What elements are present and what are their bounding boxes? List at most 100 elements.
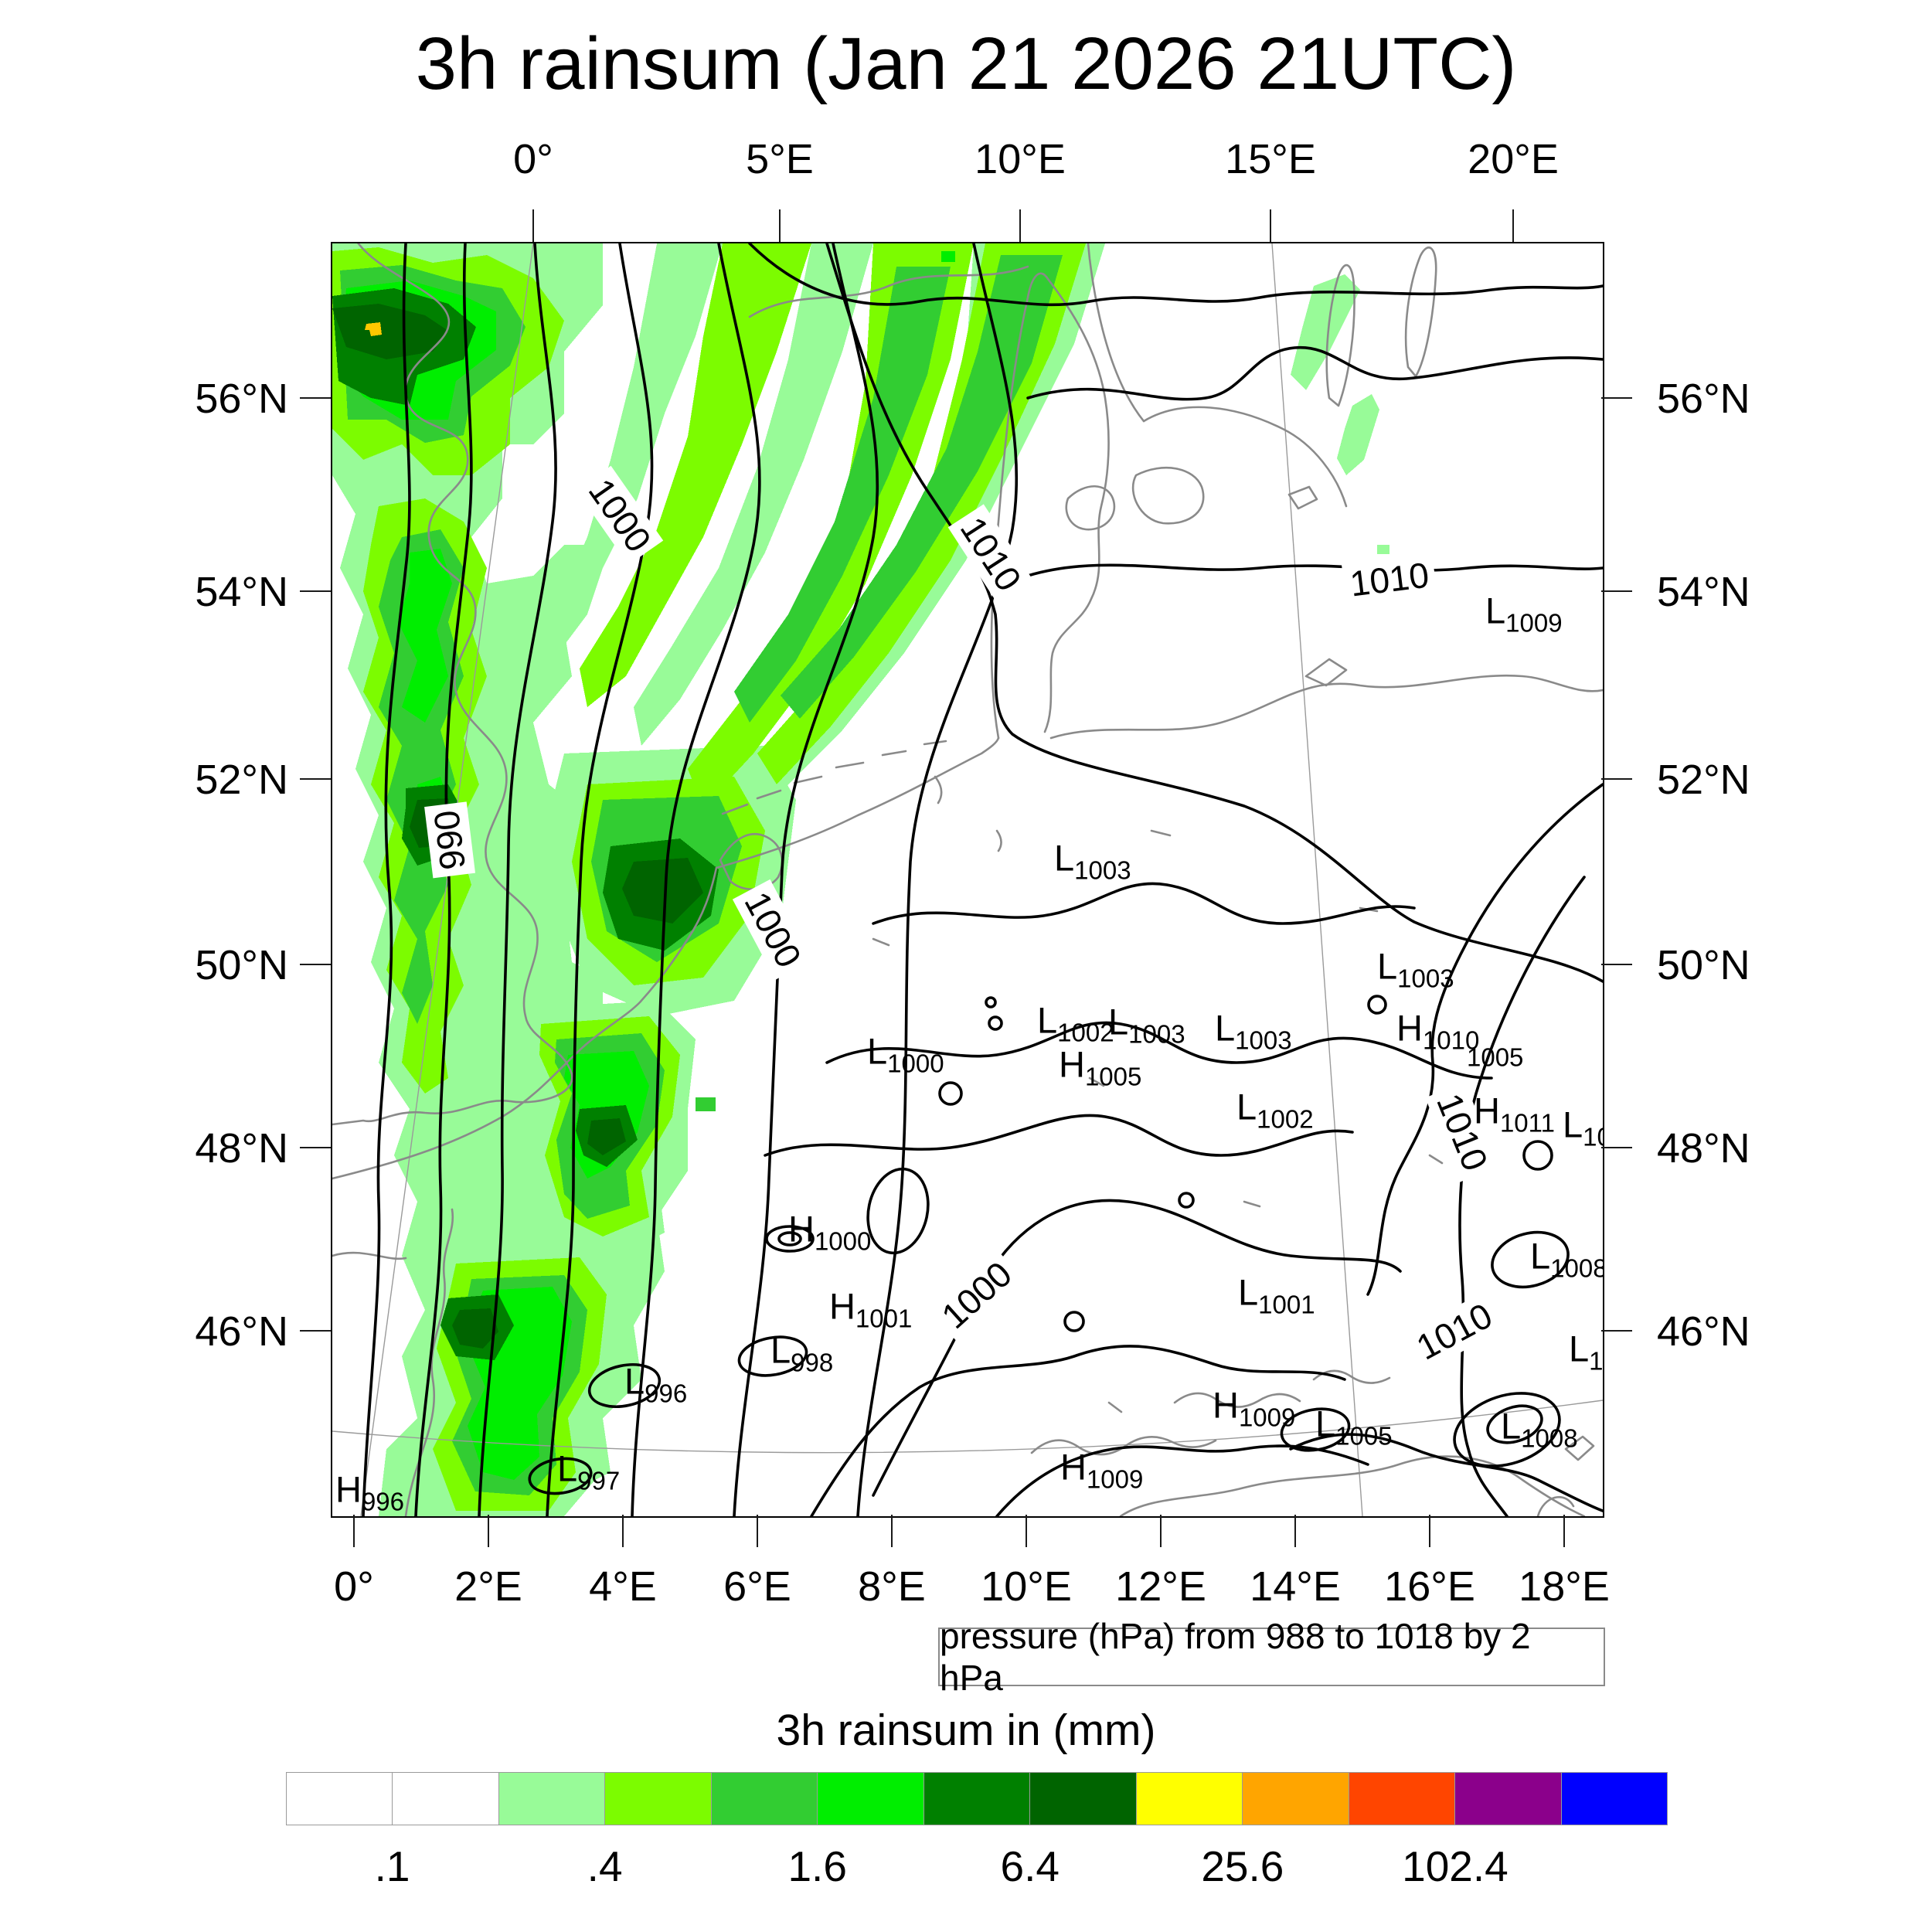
pressure-center-marker: H996 [335,1468,404,1515]
top-axis-label: 10°E [975,136,1066,182]
bottom-axis-label: 16°E [1384,1563,1475,1610]
colorbar [286,1772,1668,1825]
pressure-center-value: 1002 [1257,1104,1314,1134]
pressure-center-value: 1003 [1235,1026,1292,1055]
pressure-center-marker: H1000 [788,1208,871,1254]
pressure-center-letter: L [1501,1405,1522,1447]
pressure-center-marker: H1005 [1059,1043,1141,1090]
colorbar-cell [1349,1773,1456,1825]
pressure-center-value: 1009 [1086,1464,1144,1494]
left-axis-label: 48°N [195,1125,288,1172]
pressure-center-value: 1003 [1397,964,1454,993]
colorbar-cell [498,1773,606,1825]
bottom-axis-tick [1563,1515,1565,1547]
pressure-center-marker: L1003 [1377,948,1454,992]
pressure-center-marker: L1009 [1485,590,1563,636]
pressure-center-letter: H [1474,1090,1500,1131]
pressure-center-marker: L997 [557,1451,620,1494]
pressure-center-value: 1000 [887,1049,944,1078]
left-axis-label: 52°N [195,757,288,803]
page-title: 3h rainsum (Jan 21 2026 21UTC) [415,22,1517,105]
map-panel: 1000 1010 1010 990 1000 1000 1010 1010 H996 L997 L… [331,242,1604,1518]
pressure-center-value: 1006 [1583,1122,1603,1151]
colorbar-cell [287,1773,393,1825]
right-axis-label: 48°N [1657,1125,1750,1172]
bottom-axis-tick [353,1515,355,1547]
isobars [362,243,1603,1516]
pressure-center-value: 996 [361,1487,405,1516]
pressure-legend: pressure (hPa) from 988 to 1018 by 2 hPa [938,1616,1605,1698]
left-axis-tick [300,397,331,399]
pressure-center-value: 100 [1589,1346,1604,1376]
pressure-center-value: 1002 [1057,1018,1114,1047]
pressure-center-marker: L1003 [1108,1001,1185,1047]
pressure-center-letter: L [1485,590,1506,631]
bottom-axis-label: 12°E [1115,1563,1206,1610]
top-axis-tick [1512,209,1514,242]
pressure-center-marker: L1002 [1236,1086,1314,1132]
pressure-center-marker: L1000 [867,1030,944,1077]
colorbar-title: 3h rainsum in (mm) [776,1706,1156,1755]
pressure-center-value: 996 [645,1379,688,1408]
top-axis-label: 0° [513,136,553,182]
colorbar-tick-label: .1 [374,1842,410,1890]
pressure-center-marker: L998 [770,1332,833,1376]
pressure-center-marker: L1001 [1238,1274,1315,1318]
colorbar-cell [1136,1773,1243,1825]
pressure-center-marker: H1011 [1474,1090,1555,1136]
bottom-axis-tick [622,1515,624,1547]
colorbar-tick-label: .4 [587,1842,623,1890]
pressure-center-marker: L100 [1569,1331,1603,1374]
colorbar-cell [923,1773,1031,1825]
right-axis-label: 56°N [1657,376,1750,422]
pressure-center-value: 1001 [855,1304,913,1333]
pressure-center-value: 1003 [1128,1019,1185,1049]
right-axis-tick [1601,964,1632,965]
pressure-center-value: 1005 [1335,1421,1393,1451]
top-axis-tick [532,209,534,242]
colorbar-cell [711,1773,818,1825]
bottom-axis-tick [891,1515,893,1547]
bottom-axis-label: 14°E [1250,1563,1341,1610]
pressure-center-value: 1005 [1467,1043,1524,1072]
pressure-center-letter: L [1236,1086,1257,1128]
bottom-axis-tick [757,1515,758,1547]
top-axis-tick [779,209,781,242]
pressure-center-value: 1003 [1074,855,1131,885]
pressure-center-letter: L [1054,837,1075,879]
pressure-center-letter: H [788,1208,815,1250]
bottom-axis-label: 10°E [981,1563,1072,1610]
colorbar-cell [1030,1773,1137,1825]
right-axis-label: 52°N [1657,757,1750,803]
pressure-center-marker: H1009 [1213,1384,1295,1430]
bottom-axis-tick [1026,1515,1027,1547]
colorbar-cell [1561,1773,1668,1825]
pressure-center-value: 998 [791,1348,834,1377]
pressure-center-marker: H1009 [1060,1449,1143,1492]
rain-shading [332,243,1389,1516]
pressure-center-letter: L [867,1030,888,1072]
colorbar-cell [1243,1773,1349,1825]
bottom-axis-label: 4°E [589,1563,657,1610]
pressure-center-value: 1009 [1238,1403,1296,1432]
left-axis-label: 56°N [195,376,288,422]
bottom-axis-label: 0° [334,1563,374,1610]
pressure-center-marker: L1003 [1215,1010,1292,1053]
pressure-center-value: 1009 [1505,608,1563,638]
colorbar-cell [818,1773,924,1825]
pressure-center-value: 1010 [1422,1026,1480,1055]
pressure-center-marker: 1005 [1467,1027,1523,1070]
colorbar-cell [605,1773,712,1825]
pressure-center-letter: H [1213,1384,1239,1426]
pressure-center-letter: L [1563,1104,1583,1145]
left-axis-label: 54°N [195,569,288,615]
bottom-axis-tick [1160,1515,1162,1547]
pressure-center-letter: L [1108,1001,1129,1043]
pressure-center-value: 1011 [1499,1108,1555,1138]
left-axis-tick [300,1330,331,1332]
pressure-center-letter: H [1059,1043,1085,1085]
right-axis-tick [1601,1330,1632,1332]
pressure-center-letter: L [1315,1403,1336,1444]
pressure-center-letter: H [335,1468,362,1510]
pressure-center-letter: H [1396,1007,1423,1049]
